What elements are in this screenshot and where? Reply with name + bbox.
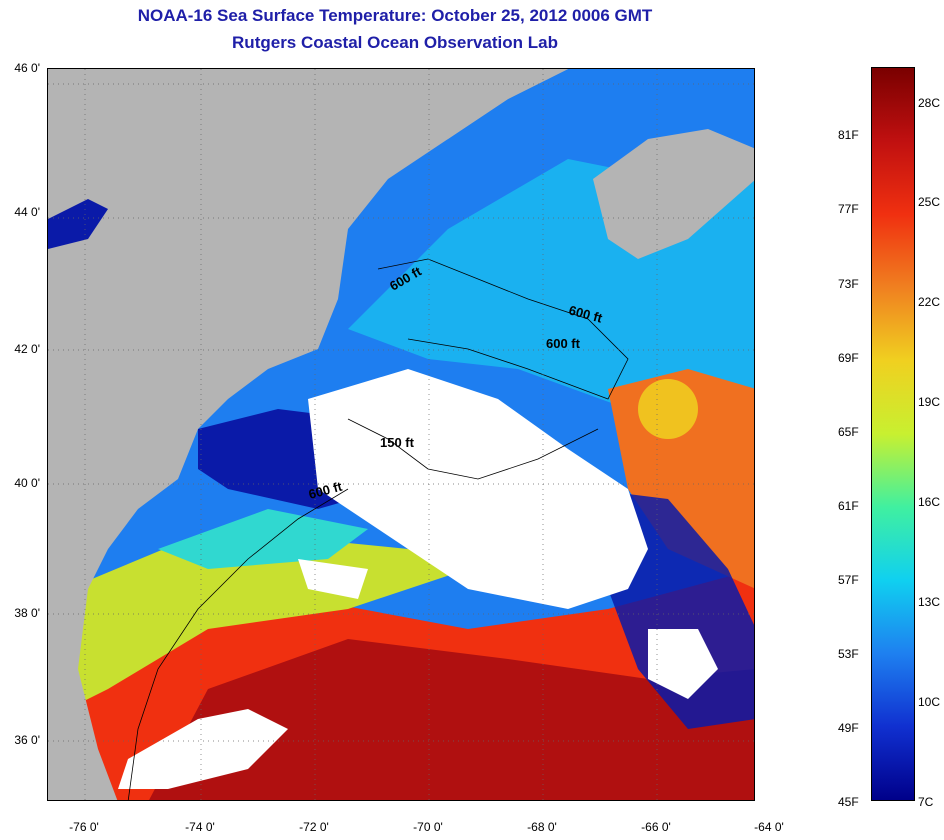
colorbar-c-label: 22C [918, 295, 941, 309]
shelf-water-cyan [158, 509, 368, 569]
lat-label-36: 36 0' [14, 733, 40, 747]
cloud-patch-east [648, 629, 718, 699]
colorbar-c-label: 16C [918, 495, 941, 509]
slope-water [68, 539, 468, 709]
colorbar-c-label: 28C [918, 96, 941, 110]
chart-title: NOAA-16 Sea Surface Temperature: October… [137, 6, 653, 25]
colorbar-f-label: 49F [838, 721, 859, 735]
cloud-patch-mid [298, 559, 368, 599]
land-mainland [48, 69, 568, 800]
colorbar-c-label: 7C [918, 795, 934, 809]
chart-subtitle: Rutgers Coastal Ocean Observation Lab [232, 33, 558, 52]
colorbar-c-label: 10C [918, 695, 941, 709]
colorbar-c-label: 25C [918, 195, 941, 209]
lon-label-76: -76 0' [69, 820, 99, 834]
lon-label-70: -70 0' [413, 820, 443, 834]
graticule [48, 69, 754, 800]
depth-label: 150 ft [380, 435, 415, 450]
lat-label-46: 46 0' [14, 61, 40, 75]
colorbar-f-label: 77F [838, 202, 859, 216]
colorbar-f-label: 65F [838, 425, 859, 439]
cloud-cover [308, 369, 648, 609]
colorbar-c-label: 13C [918, 595, 941, 609]
lon-label-68: -68 0' [527, 820, 557, 834]
colorbar-c-label: 19C [918, 395, 941, 409]
gulf-stream-hottest [149, 639, 754, 800]
colorbar-f-label: 81F [838, 128, 859, 142]
colorbar-f-label: 69F [838, 351, 859, 365]
depth-contour-150 [347, 418, 599, 480]
temperature-colorbar [871, 67, 915, 801]
lake-ontario [48, 199, 108, 249]
colorbar-f-label: 73F [838, 277, 859, 291]
sst-map: 600 ft 600 ft 600 ft 150 ft 600 ft [47, 68, 755, 801]
lat-label-42: 42 0' [14, 342, 40, 356]
lon-label-74: -74 0' [185, 820, 215, 834]
lon-label-66: -66 0' [641, 820, 671, 834]
lon-label-64: -64 0' [754, 820, 784, 834]
colorbar-f-label: 61F [838, 499, 859, 513]
lat-label-38: 38 0' [14, 606, 40, 620]
lat-label-40: 40 0' [14, 476, 40, 490]
colorbar-f-label: 45F [838, 795, 859, 809]
colorbar-f-label: 53F [838, 647, 859, 661]
depth-label: 600 ft [546, 336, 581, 351]
warm-ring [638, 379, 698, 439]
land-nova-scotia [593, 129, 754, 259]
lon-label-72: -72 0' [299, 820, 329, 834]
depth-contour-shelf [127, 488, 349, 800]
lat-label-44: 44 0' [14, 205, 40, 219]
colorbar-f-label: 57F [838, 573, 859, 587]
cloud-patch-south [118, 709, 288, 789]
depth-contour-600 [377, 258, 629, 400]
